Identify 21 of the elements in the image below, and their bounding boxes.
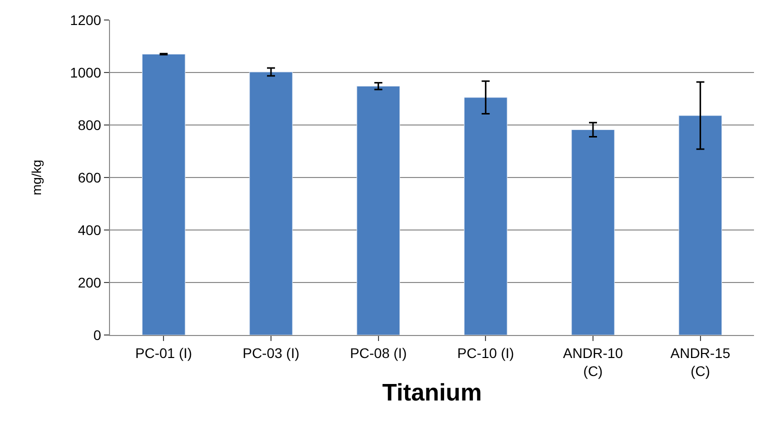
bar — [678, 115, 722, 335]
x-tick-label: PC-10 (I) — [457, 344, 514, 361]
x-tick-label: PC-01 (I) — [135, 344, 192, 361]
bar — [464, 97, 508, 335]
bar — [356, 86, 400, 335]
x-tick-label: PC-03 (I) — [242, 344, 300, 361]
bar — [142, 54, 186, 335]
y-axis-title: mg/kg — [28, 160, 44, 196]
x-tick-label: ANDR-10 (C) — [563, 344, 624, 379]
bar — [249, 72, 293, 335]
y-tick-label: 0 — [93, 326, 102, 343]
y-tick-label: 200 — [78, 274, 102, 290]
x-axis-title: Titanium — [382, 379, 482, 406]
y-tick-label: 1200 — [70, 12, 102, 28]
x-tick-label: PC-08 (I) — [350, 344, 407, 361]
y-tick-label: 1000 — [70, 64, 102, 80]
y-tick-label: 600 — [78, 169, 102, 186]
x-tick-label: ANDR-15 (C) — [670, 344, 730, 379]
bar — [571, 129, 615, 335]
y-tick-label: 400 — [78, 222, 102, 238]
y-tick-label: 800 — [78, 116, 102, 133]
